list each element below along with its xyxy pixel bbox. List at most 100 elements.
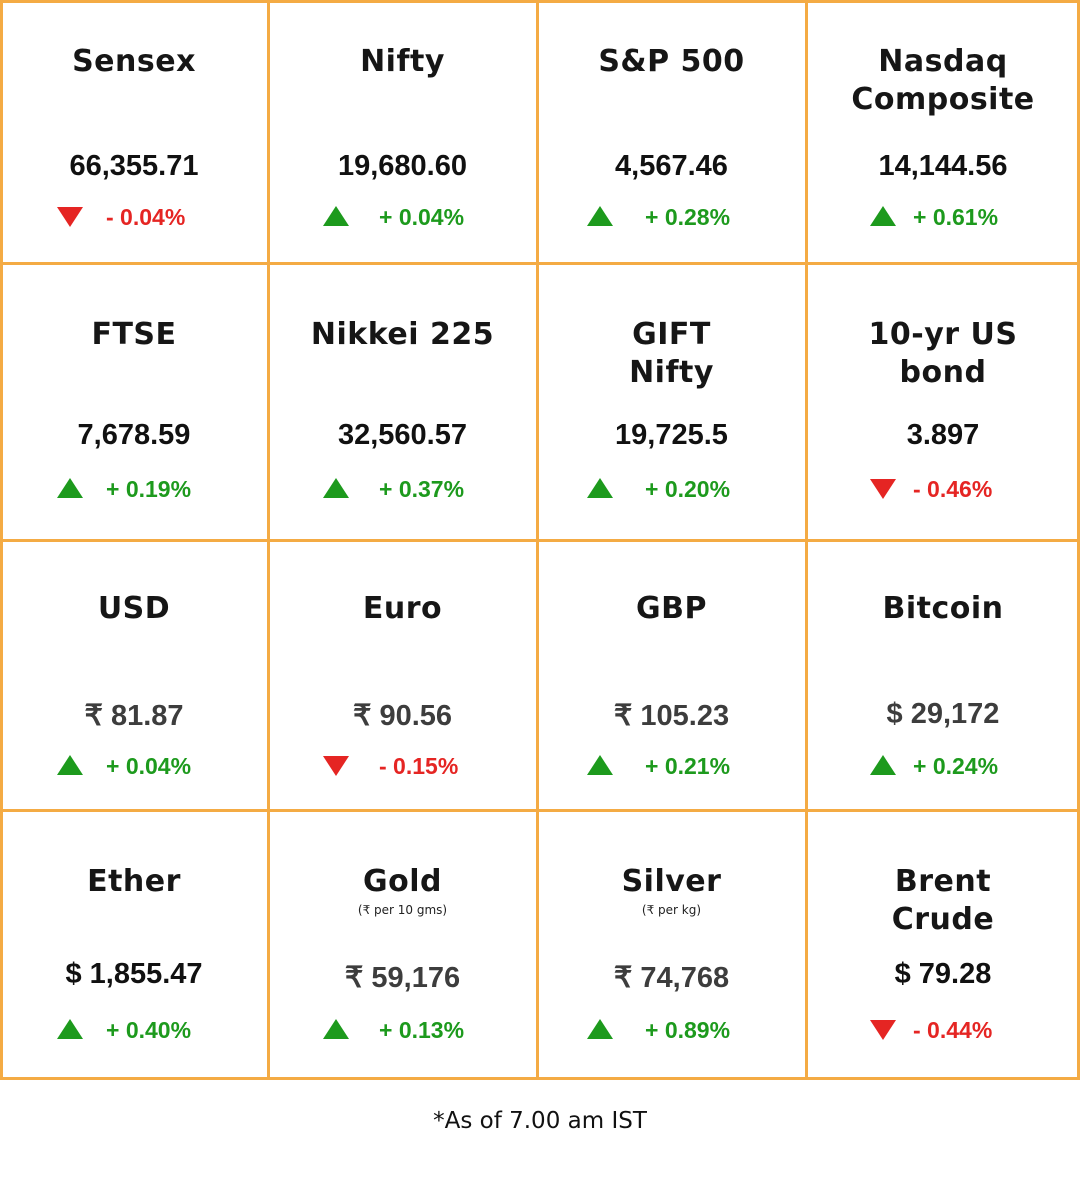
- tile-value: 19,680.60: [337, 150, 467, 182]
- tile-value: ₹ 74,768: [613, 962, 730, 994]
- tile-title: Silver: [537, 863, 806, 901]
- market-tile: Sensex 66,355.71 - 0.04%: [0, 0, 268, 263]
- change-percent: - 0.04%: [106, 204, 186, 230]
- tile-change: + 0.20%: [537, 476, 806, 502]
- market-grid: Sensex 66,355.71 - 0.04% Nifty 19,680.60 + 0.…: [0, 0, 1080, 1080]
- triangle-down-icon: [870, 479, 896, 499]
- tile-value: 3.897: [906, 419, 980, 451]
- tile-value: ₹ 81.87: [84, 700, 184, 732]
- tile-title-line: Brent: [894, 864, 992, 899]
- tile-title-line: Composite: [851, 82, 1035, 117]
- tile-change: + 0.61%: [806, 204, 1080, 230]
- tile-title-line: 10-yr US: [868, 317, 1018, 352]
- tile-title-line: Gold: [363, 864, 442, 899]
- triangle-up-icon: [870, 206, 896, 226]
- triangle-down-icon: [870, 1020, 896, 1040]
- tile-unit-note: (₹ per kg): [641, 903, 702, 917]
- market-tile: Nasdaq Composite 14,144.56 + 0.61%: [806, 0, 1080, 263]
- triangle-down-icon: [57, 207, 83, 227]
- change-percent: + 0.20%: [645, 476, 731, 502]
- tile-title: 10-yr US bond: [806, 316, 1080, 392]
- market-tile: Bitcoin $ 29,172 + 0.24%: [806, 540, 1080, 810]
- tile-change: + 0.19%: [0, 476, 268, 502]
- triangle-up-icon: [323, 206, 349, 226]
- triangle-up-icon: [870, 755, 896, 775]
- change-percent: - 0.15%: [379, 753, 459, 779]
- tile-title-line: Nifty: [360, 44, 445, 79]
- market-tile: USD ₹ 81.87 + 0.04%: [0, 540, 268, 810]
- tile-title-line: Ether: [87, 864, 181, 899]
- tile-change: + 0.28%: [537, 204, 806, 230]
- market-tile: Silver (₹ per kg) ₹ 74,768 + 0.89%: [537, 810, 806, 1080]
- tile-title: Euro: [268, 590, 537, 628]
- change-percent: + 0.04%: [379, 204, 465, 230]
- tile-change: + 0.04%: [268, 204, 537, 230]
- tile-title-line: Sensex: [72, 44, 196, 79]
- change-percent: + 0.37%: [379, 476, 465, 502]
- tile-value: 19,725.5: [615, 419, 728, 451]
- triangle-up-icon: [587, 1019, 613, 1039]
- tile-title-line: Bitcoin: [882, 591, 1004, 626]
- tile-title: Nifty: [268, 43, 537, 81]
- tile-change: - 0.44%: [806, 1017, 1080, 1043]
- grid-divider-horizontal: [0, 1077, 1080, 1080]
- triangle-up-icon: [587, 755, 613, 775]
- tile-value: ₹ 59,176: [344, 962, 461, 994]
- tile-value: 4,567.46: [615, 150, 728, 182]
- market-tile: Ether $ 1,855.47 + 0.40%: [0, 810, 268, 1080]
- triangle-up-icon: [57, 755, 83, 775]
- tile-change: - 0.15%: [268, 753, 537, 779]
- tile-value: $ 1,855.47: [65, 958, 203, 990]
- tile-title-line: FTSE: [91, 317, 177, 352]
- tile-value: ₹ 105.23: [613, 700, 730, 732]
- tile-title-line: USD: [97, 591, 171, 626]
- market-tile: Nikkei 225 32,560.57 + 0.37%: [268, 263, 537, 540]
- tile-value: 14,144.56: [878, 150, 1008, 182]
- change-percent: + 0.40%: [106, 1017, 192, 1043]
- market-tile: GIFT Nifty 19,725.5 + 0.20%: [537, 263, 806, 540]
- tile-title: USD: [0, 590, 268, 628]
- change-percent: + 0.04%: [106, 753, 192, 779]
- tile-change: - 0.46%: [806, 476, 1080, 502]
- change-percent: + 0.13%: [379, 1017, 465, 1043]
- tile-title: GBP: [537, 590, 806, 628]
- tile-value: $ 79.28: [894, 958, 992, 990]
- triangle-down-icon: [323, 756, 349, 776]
- tile-title: Nasdaq Composite: [806, 43, 1080, 119]
- tile-title: FTSE: [0, 316, 268, 354]
- tile-title: GIFT Nifty: [537, 316, 806, 392]
- change-percent: + 0.89%: [645, 1017, 731, 1043]
- market-tile: Euro ₹ 90.56 - 0.15%: [268, 540, 537, 810]
- tile-change: + 0.89%: [537, 1017, 806, 1043]
- change-percent: + 0.19%: [106, 476, 192, 502]
- tile-change: + 0.37%: [268, 476, 537, 502]
- tile-change: + 0.13%: [268, 1017, 537, 1043]
- tile-title-line: Euro: [362, 591, 443, 626]
- change-percent: + 0.21%: [645, 753, 731, 779]
- tile-title: Nikkei 225: [268, 316, 537, 354]
- market-tile: Brent Crude $ 79.28 - 0.44%: [806, 810, 1080, 1080]
- market-tile: Gold (₹ per 10 gms) ₹ 59,176 + 0.13%: [268, 810, 537, 1080]
- tile-value: ₹ 90.56: [352, 700, 453, 732]
- market-tile: GBP ₹ 105.23 + 0.21%: [537, 540, 806, 810]
- grid-divider-horizontal: [0, 809, 1080, 812]
- triangle-up-icon: [587, 478, 613, 498]
- market-tile: 10-yr US bond 3.897 - 0.46%: [806, 263, 1080, 540]
- tile-title-line: Silver: [621, 864, 722, 899]
- change-percent: + 0.24%: [913, 753, 999, 779]
- tile-title-line: GBP: [636, 591, 707, 626]
- market-tile: S&P 500 4,567.46 + 0.28%: [537, 0, 806, 263]
- grid-divider-horizontal: [0, 0, 1080, 3]
- tile-change: - 0.04%: [0, 204, 268, 230]
- triangle-up-icon: [57, 1019, 83, 1039]
- grid-divider-horizontal: [0, 262, 1080, 265]
- tile-change: + 0.24%: [806, 753, 1080, 779]
- change-percent: + 0.61%: [913, 204, 999, 230]
- tile-value: $ 29,172: [886, 698, 1000, 730]
- grid-divider-horizontal: [0, 539, 1080, 542]
- triangle-up-icon: [57, 478, 83, 498]
- triangle-up-icon: [587, 206, 613, 226]
- tile-title-line: GIFT: [632, 317, 711, 352]
- tile-title-line: Crude: [891, 902, 995, 937]
- tile-title-line: Nifty: [629, 355, 714, 390]
